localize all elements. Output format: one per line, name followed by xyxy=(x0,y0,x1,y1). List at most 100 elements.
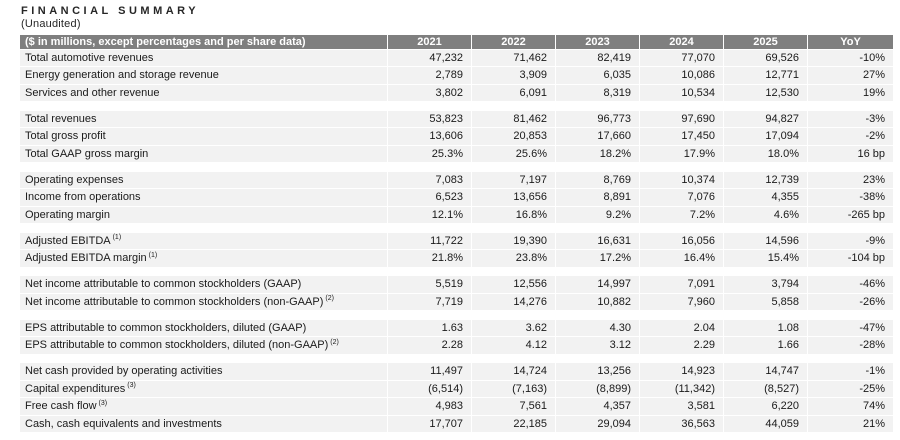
row-label-cell: Adjusted EBITDA (1) xyxy=(20,232,387,250)
value-2021: 2.28 xyxy=(387,337,471,355)
col-header-yoy: YoY xyxy=(807,35,893,50)
row-label: Income from operations xyxy=(25,191,141,204)
value-2024: 16.4% xyxy=(639,250,723,268)
yoy-cell: -9% xyxy=(807,232,893,250)
row-label-cell: Capital expenditures (3) xyxy=(20,380,387,398)
value-2022: 16.8% xyxy=(471,206,555,224)
value-2022: 22,185 xyxy=(471,415,555,433)
value-2024: 10,374 xyxy=(639,171,723,189)
value-2021: 1.63 xyxy=(387,319,471,337)
yoy-cell: -25% xyxy=(807,380,893,398)
value-2023: 29,094 xyxy=(555,415,639,433)
value-2021: 11,722 xyxy=(387,232,471,250)
value-2021: 47,232 xyxy=(387,49,471,67)
table-row: EPS attributable to common stockholders,… xyxy=(20,319,893,337)
yoy-cell: 19% xyxy=(807,84,893,102)
table-row: Total automotive revenues 47,232 71,462 … xyxy=(20,49,893,67)
value-2022: 71,462 xyxy=(471,49,555,67)
value-2023: 16,631 xyxy=(555,232,639,250)
col-header-2022: 2022 xyxy=(471,35,555,50)
col-header-2025: 2025 xyxy=(723,35,807,50)
yoy-cell: 23% xyxy=(807,171,893,189)
value-2025: 14,596 xyxy=(723,232,807,250)
value-2025: 4,355 xyxy=(723,189,807,207)
table-row: Total gross profit 13,606 20,853 17,660 … xyxy=(20,128,893,146)
col-header-2024: 2024 xyxy=(639,35,723,50)
value-2021: 2,789 xyxy=(387,67,471,85)
value-2025: 3,794 xyxy=(723,276,807,294)
yoy-cell: -28% xyxy=(807,337,893,355)
value-2025: 14,747 xyxy=(723,363,807,381)
row-label: Adjusted EBITDA margin xyxy=(25,252,147,265)
value-2025: 12,530 xyxy=(723,84,807,102)
row-label: Adjusted EBITDA xyxy=(25,234,111,247)
value-2021: 7,719 xyxy=(387,293,471,311)
value-2025: 15.4% xyxy=(723,250,807,268)
yoy-cell: -10% xyxy=(807,49,893,67)
value-2023: 4,357 xyxy=(555,398,639,416)
value-2021: 13,606 xyxy=(387,128,471,146)
table-row: Cash, cash equivalents and investments 1… xyxy=(20,415,893,433)
value-2023: 96,773 xyxy=(555,110,639,128)
value-2023: 14,997 xyxy=(555,276,639,294)
table-row: Capital expenditures (3) (6,514) (7,163) … xyxy=(20,380,893,398)
row-label: Net income attributable to common stockh… xyxy=(25,295,324,308)
value-2021: 17,707 xyxy=(387,415,471,433)
table-row: Free cash flow (3) 4,983 7,561 4,357 3,58… xyxy=(20,398,893,416)
value-2021: (6,514) xyxy=(387,380,471,398)
value-2021: 25.3% xyxy=(387,145,471,163)
value-2024: 16,056 xyxy=(639,232,723,250)
value-2025: 1.08 xyxy=(723,319,807,337)
row-label-cell: Operating margin xyxy=(20,206,387,224)
value-2021: 3,802 xyxy=(387,84,471,102)
row-label-cell: EPS attributable to common stockholders,… xyxy=(20,319,387,337)
group-gap xyxy=(20,354,893,363)
value-2023: 17.2% xyxy=(555,250,639,268)
yoy-cell: 16 bp xyxy=(807,145,893,163)
value-2021: 4,983 xyxy=(387,398,471,416)
yoy-cell: -47% xyxy=(807,319,893,337)
value-2024: 7,091 xyxy=(639,276,723,294)
value-2024: 3,581 xyxy=(639,398,723,416)
value-2024: 7,960 xyxy=(639,293,723,311)
row-label: Cash, cash equivalents and investments xyxy=(25,417,222,430)
value-2025: 1.66 xyxy=(723,337,807,355)
table-row: Services and other revenue 3,802 6,091 8… xyxy=(20,84,893,102)
value-2022: (7,163) xyxy=(471,380,555,398)
value-2023: 18.2% xyxy=(555,145,639,163)
footnote-marker: (2) xyxy=(325,295,334,303)
yoy-cell: 21% xyxy=(807,415,893,433)
value-2023: 8,891 xyxy=(555,189,639,207)
value-2022: 20,853 xyxy=(471,128,555,146)
footnote-marker: (1) xyxy=(112,234,122,242)
value-2021: 7,083 xyxy=(387,171,471,189)
table-row: Operating expenses 7,083 7,197 8,769 10,… xyxy=(20,171,893,189)
row-label: Services and other revenue xyxy=(25,86,160,99)
row-label-cell: Total GAAP gross margin xyxy=(20,145,387,163)
value-2022: 23.8% xyxy=(471,250,555,268)
yoy-cell: -3% xyxy=(807,110,893,128)
yoy-cell: -1% xyxy=(807,363,893,381)
value-2023: 82,419 xyxy=(555,49,639,67)
value-2024: 2.29 xyxy=(639,337,723,355)
footnote-marker: (2) xyxy=(330,338,339,346)
col-header-2021: 2021 xyxy=(387,35,471,50)
value-2022: 25.6% xyxy=(471,145,555,163)
value-2024: 10,534 xyxy=(639,84,723,102)
value-2022: 14,276 xyxy=(471,293,555,311)
row-label-cell: Income from operations xyxy=(20,189,387,207)
value-2023: 6,035 xyxy=(555,67,639,85)
table-header-row: ($ in millions, except percentages and p… xyxy=(20,35,893,50)
value-2022: 14,724 xyxy=(471,363,555,381)
value-2021: 21.8% xyxy=(387,250,471,268)
table-row: Adjusted EBITDA margin (1) 21.8% 23.8% 17… xyxy=(20,250,893,268)
value-2024: 77,070 xyxy=(639,49,723,67)
table-row: Total GAAP gross margin 25.3% 25.6% 18.2… xyxy=(20,145,893,163)
row-label: Total GAAP gross margin xyxy=(25,147,149,160)
group-gap xyxy=(20,163,893,172)
value-2022: 12,556 xyxy=(471,276,555,294)
value-2022: 3.62 xyxy=(471,319,555,337)
group-gap xyxy=(20,224,893,233)
yoy-cell: 27% xyxy=(807,67,893,85)
value-2023: 8,769 xyxy=(555,171,639,189)
